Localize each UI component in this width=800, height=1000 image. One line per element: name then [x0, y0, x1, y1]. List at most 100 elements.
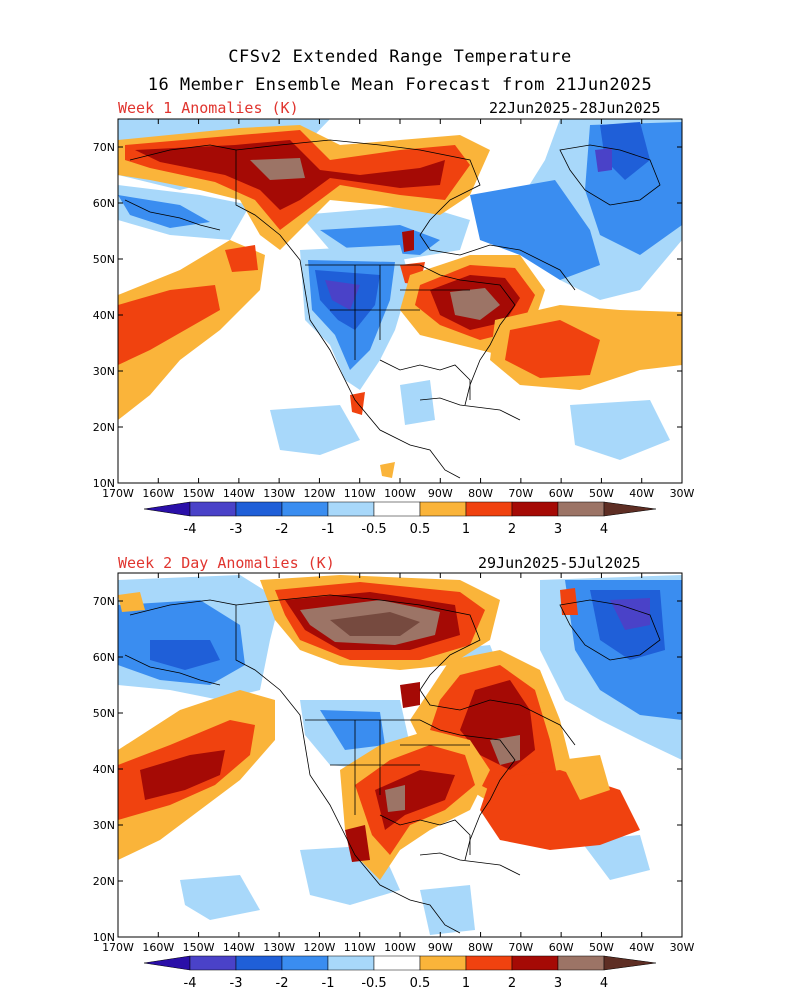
colorbar-label: 4 [600, 522, 608, 537]
lat-tick-label: 10N [93, 931, 115, 944]
lat-tick-label: 20N [93, 875, 115, 888]
week1-colorbar: -4 -3 -2 -1 -0.5 0.5 1 2 3 4 [143, 501, 657, 537]
colorbar-label: 1 [462, 976, 470, 991]
week2-colorbar: -4 -3 -2 -1 -0.5 0.5 1 2 3 4 [143, 955, 657, 991]
colorbar-label: 2 [508, 522, 516, 537]
lon-tick-label: 150W [183, 941, 215, 954]
figure-title-line2: 16 Member Ensemble Mean Forecast from 21… [147, 75, 653, 95]
colorbar-label: -4 [184, 522, 197, 537]
lon-tick-label: 170W [102, 941, 134, 954]
week2-map: 170W 160W 150W 140W 130W 120W 110W 100W 90W 80W 70… [93, 572, 695, 954]
lon-tick-label: 70W [508, 941, 533, 954]
colorbar-segment [327, 501, 375, 517]
lon-tick-label: 100W [384, 487, 416, 500]
colorbar-segment [373, 955, 421, 971]
colorbar-segment [511, 501, 559, 517]
colorbar-label: 3 [554, 522, 562, 537]
colorbar-arrow-low [143, 955, 191, 971]
lon-tick-label: 40W [629, 487, 654, 500]
lon-tick-label: 110W [344, 487, 376, 500]
colorbar-label: -2 [276, 522, 289, 537]
lat-tick-label: 30N [93, 365, 115, 378]
week2-coastlines [124, 594, 661, 934]
lon-tick-label: 30W [670, 487, 695, 500]
lat-tick-label: 20N [93, 421, 115, 434]
colorbar-segment [511, 955, 559, 971]
panel2-dates: 29Jun2025-5Jul2025 [478, 554, 641, 572]
colorbar-label: -1 [322, 522, 335, 537]
week1-axis-ticks: 170W 160W 150W 140W 130W 120W 110W 100W 90W 80W 70… [93, 119, 695, 500]
colorbar-segment [235, 501, 283, 517]
colorbar-segment [327, 955, 375, 971]
colorbar-label: 0.5 [410, 522, 431, 537]
lat-tick-label: 50N [93, 253, 115, 266]
lat-tick-label: 30N [93, 819, 115, 832]
lat-tick-label: 60N [93, 651, 115, 664]
colorbar-arrow-high [603, 501, 657, 517]
colorbar-segment [465, 955, 513, 971]
colorbar-segment [189, 955, 237, 971]
lon-tick-label: 100W [384, 941, 416, 954]
lon-tick-label: 150W [183, 487, 215, 500]
week1-anomaly-field [118, 119, 682, 478]
lat-tick-label: 40N [93, 763, 115, 776]
colorbar-label: 3 [554, 976, 562, 991]
lat-tick-label: 50N [93, 707, 115, 720]
colorbar-label: 4 [600, 976, 608, 991]
lon-tick-label: 80W [468, 487, 493, 500]
lon-tick-label: 80W [468, 941, 493, 954]
colorbar-segment [235, 955, 283, 971]
lon-tick-label: 70W [508, 487, 533, 500]
colorbar-segment [373, 501, 421, 517]
colorbar-label: -3 [230, 522, 243, 537]
colorbar-label: -3 [230, 976, 243, 991]
panel2-label: Week 2 Day Anomalies (K) [118, 554, 335, 572]
lon-tick-label: 60W [549, 941, 574, 954]
colorbar-label: -2 [276, 976, 289, 991]
colorbar-segment [281, 501, 329, 517]
colorbar-label: -0.5 [361, 976, 386, 991]
lon-tick-label: 50W [589, 941, 614, 954]
lon-tick-label: 30W [670, 941, 695, 954]
lon-tick-label: 110W [344, 941, 376, 954]
colorbar-segment [281, 955, 329, 971]
lon-tick-label: 50W [589, 487, 614, 500]
colorbar-segment [465, 501, 513, 517]
lat-tick-label: 10N [93, 477, 115, 490]
lat-tick-label: 60N [93, 197, 115, 210]
lat-tick-label: 70N [93, 141, 115, 154]
panel1-label: Week 1 Anomalies (K) [118, 99, 299, 117]
lon-tick-label: 140W [223, 487, 255, 500]
lat-tick-label: 40N [93, 309, 115, 322]
lon-tick-label: 160W [142, 941, 174, 954]
lon-tick-label: 140W [223, 941, 255, 954]
week2-anomaly-field [118, 575, 682, 935]
colorbar-arrow-high [603, 955, 657, 971]
colorbar-label: 2 [508, 976, 516, 991]
colorbar-label: 1 [462, 522, 470, 537]
figure-title-line1: CFSv2 Extended Range Temperature [228, 47, 572, 67]
colorbar-label: -1 [322, 976, 335, 991]
colorbar-label: -4 [184, 976, 197, 991]
colorbar-label: 0.5 [410, 976, 431, 991]
colorbar-segment [557, 501, 605, 517]
lon-tick-label: 60W [549, 487, 574, 500]
lon-tick-label: 120W [303, 941, 335, 954]
colorbar-segment [557, 955, 605, 971]
week1-coastlines [124, 139, 661, 479]
lon-tick-label: 160W [142, 487, 174, 500]
lon-tick-label: 120W [303, 487, 335, 500]
colorbar-label: -0.5 [361, 522, 386, 537]
lon-tick-label: 40W [629, 941, 654, 954]
panel1-dates: 22Jun2025-28Jun2025 [489, 99, 661, 117]
lon-tick-label: 130W [263, 487, 295, 500]
lon-tick-label: 90W [428, 487, 453, 500]
week2-axis-ticks: 170W 160W 150W 140W 130W 120W 110W 100W 90W 80W 70… [93, 573, 695, 954]
colorbar-segment [419, 501, 467, 517]
lon-tick-label: 130W [263, 941, 295, 954]
colorbar-arrow-low [143, 501, 191, 517]
lat-tick-label: 70N [93, 595, 115, 608]
week1-map: 170W 160W 150W 140W 130W 120W 110W 100W 90W 80W 70… [93, 118, 695, 500]
colorbar-segment [419, 955, 467, 971]
